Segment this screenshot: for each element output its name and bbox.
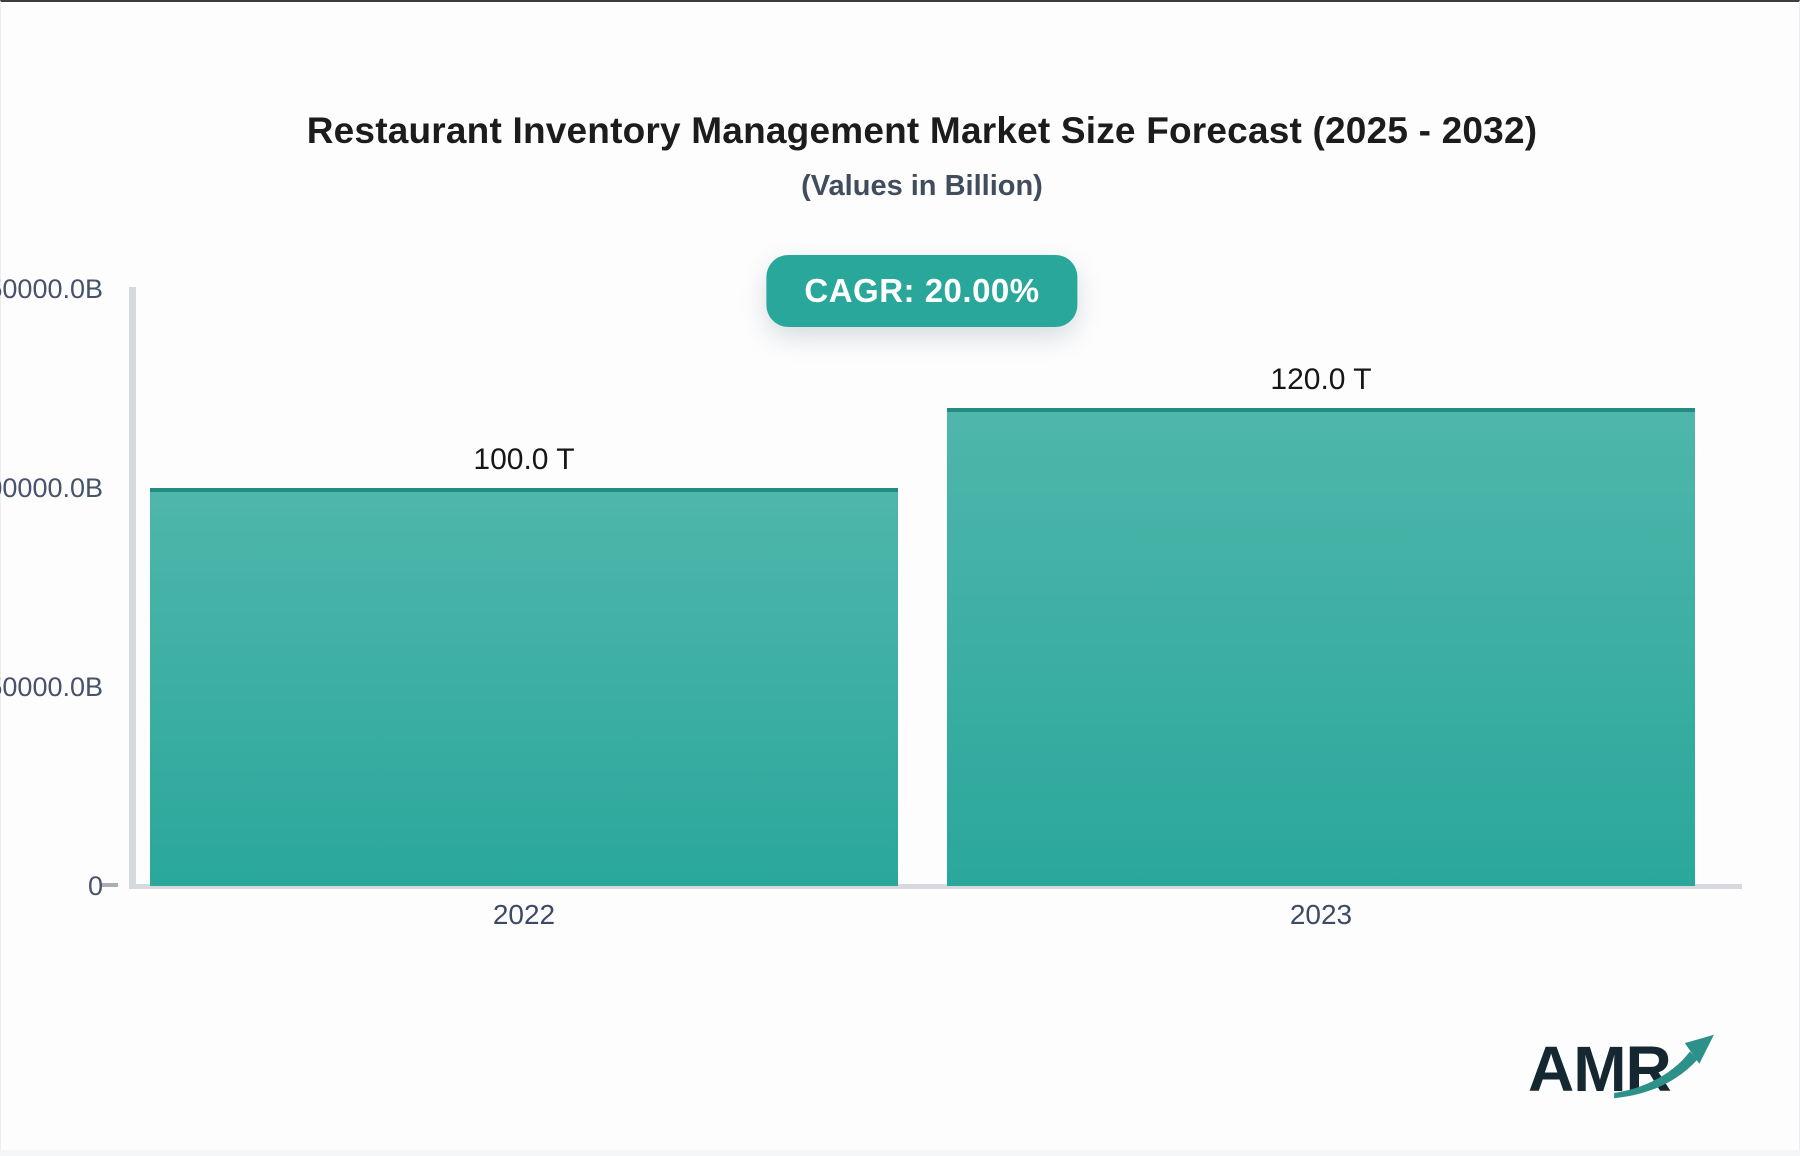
amr-logo: AMR — [1528, 1032, 1728, 1112]
y-axis-label: 150000.0B — [0, 274, 103, 304]
cagr-badge: CAGR: 20.00% — [766, 255, 1078, 327]
bar-value-label: 100.0 T — [473, 443, 575, 476]
bar-2023 — [947, 408, 1695, 886]
growth-arrow-icon — [1614, 1034, 1714, 1099]
y-axis-label: 100000.0B — [0, 473, 103, 503]
chart-subtitle: (Values in Billion) — [801, 170, 1043, 202]
x-axis-line — [129, 884, 1742, 889]
amr-logo-text: AMR — [1528, 1033, 1672, 1105]
x-axis-label: 2022 — [492, 899, 556, 930]
bar-2022 — [150, 488, 898, 886]
y-axis-line — [129, 287, 136, 889]
y-axis-label: 0 — [87, 871, 103, 901]
bar-value-label: 120.0 T — [1270, 363, 1372, 396]
x-axis-label: 2023 — [1289, 899, 1353, 930]
bottom-border — [0, 1150, 1800, 1156]
chart-title: Restaurant Inventory Management Market S… — [306, 110, 1538, 151]
y-axis-label: 50000.0B — [0, 672, 103, 702]
y-axis-zero-tick — [101, 883, 118, 887]
